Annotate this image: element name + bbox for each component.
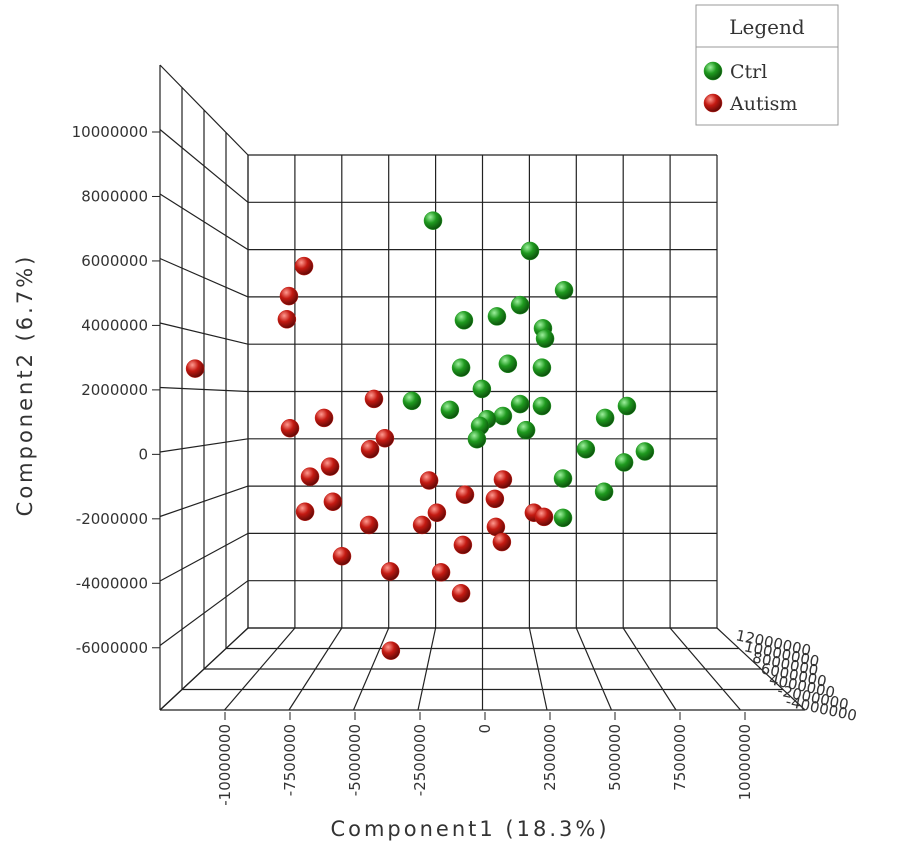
legend-label: Autism [729, 93, 797, 115]
point [553, 469, 573, 488]
point [359, 515, 379, 535]
point [594, 482, 614, 501]
x-tick-label: 0 [476, 724, 494, 734]
point [295, 502, 315, 521]
point [455, 485, 475, 504]
point [381, 641, 401, 660]
point [185, 359, 205, 378]
point [576, 439, 596, 459]
point [520, 241, 540, 261]
point [431, 563, 451, 582]
legend-marker [703, 61, 723, 81]
y-tick-label: 6000000 [81, 252, 148, 270]
point [493, 470, 513, 489]
point [323, 492, 343, 511]
point [487, 307, 507, 326]
y-tick-label: 4000000 [81, 316, 148, 334]
point [454, 311, 474, 330]
point [467, 429, 487, 449]
point [510, 394, 530, 414]
y-tick-label: -2000000 [76, 510, 148, 528]
point [294, 256, 314, 276]
point [510, 295, 530, 315]
y-tick-label: 10000000 [72, 123, 148, 141]
point [498, 354, 518, 374]
point [360, 439, 380, 459]
y-tick-label: 0 [138, 445, 148, 463]
point [427, 503, 447, 522]
point [617, 396, 637, 416]
point [451, 584, 471, 603]
x-tick-label: 7500000 [671, 724, 689, 791]
y-tick-label: -6000000 [76, 639, 148, 657]
point [419, 471, 439, 490]
legend-label: Ctrl [730, 61, 767, 83]
point [320, 457, 340, 476]
legend-title: Legend [729, 15, 805, 39]
y-tick-label: -4000000 [76, 574, 148, 592]
point [532, 396, 552, 416]
point [472, 379, 492, 399]
point [440, 400, 460, 420]
point [380, 562, 400, 581]
point [451, 358, 471, 377]
x-tick-label: 5000000 [606, 724, 624, 791]
wireframe [159, 64, 806, 711]
x-tick-label: -2500000 [411, 724, 429, 796]
x-tick-label: -10000000 [216, 724, 234, 806]
point [493, 406, 513, 426]
point [412, 515, 432, 535]
point [453, 535, 473, 555]
ticks: -6000000 -4000000 -2000000 0 2000000 4000000 6… [72, 123, 859, 806]
point [485, 489, 505, 509]
point [277, 310, 297, 329]
point [364, 389, 384, 409]
point [402, 391, 422, 411]
points [185, 211, 655, 660]
y-tick-label: 2000000 [81, 381, 148, 399]
x-axis-label: Component1 (18.3%) [330, 817, 609, 841]
point [553, 508, 573, 528]
x-tick-label: -5000000 [346, 724, 364, 796]
point [280, 418, 300, 438]
point [300, 467, 320, 486]
point [534, 507, 554, 527]
x-tick-label: -7500000 [281, 724, 299, 796]
y-tick-label: 8000000 [81, 187, 148, 205]
point [516, 420, 536, 440]
legend-marker [703, 93, 723, 113]
point [332, 546, 352, 566]
point [535, 329, 555, 348]
point [635, 442, 655, 461]
point [554, 281, 574, 300]
point [375, 428, 395, 448]
point [532, 358, 552, 377]
point [423, 211, 443, 230]
point [614, 453, 634, 472]
point [314, 408, 334, 428]
x-tick-label: 10000000 [736, 724, 754, 800]
point [279, 286, 299, 306]
y-axis-label: Component2 (6.7%) [13, 254, 37, 517]
point [492, 532, 512, 552]
point [595, 408, 615, 428]
x-tick-label: 2500000 [541, 724, 559, 791]
